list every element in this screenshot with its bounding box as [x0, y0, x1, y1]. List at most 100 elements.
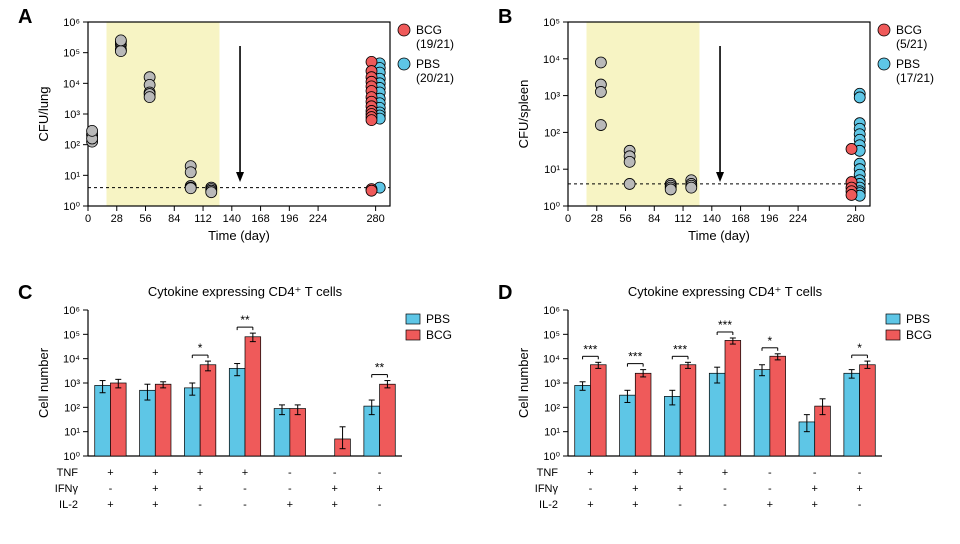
svg-text:***: ***	[628, 350, 642, 364]
svg-text:+: +	[632, 467, 638, 479]
svg-text:0: 0	[85, 213, 91, 225]
svg-text:10³: 10³	[64, 109, 80, 121]
svg-text:Cell number: Cell number	[516, 347, 531, 418]
svg-text:+: +	[856, 483, 862, 495]
svg-text:+: +	[152, 499, 158, 511]
svg-text:-: -	[813, 467, 817, 479]
svg-text:+: +	[767, 499, 773, 511]
svg-text:*: *	[857, 341, 862, 355]
svg-text:-: -	[678, 499, 682, 511]
svg-text:56: 56	[139, 213, 151, 225]
svg-text:280: 280	[846, 213, 864, 225]
svg-text:10³: 10³	[544, 91, 560, 103]
svg-text:-: -	[243, 499, 247, 511]
svg-text:196: 196	[280, 213, 298, 225]
svg-text:10⁰: 10⁰	[543, 451, 560, 463]
svg-text:10³: 10³	[64, 378, 80, 390]
svg-text:10⁵: 10⁵	[63, 329, 80, 341]
svg-text:PBS: PBS	[906, 312, 930, 326]
svg-text:BCG: BCG	[416, 23, 442, 37]
svg-text:+: +	[587, 467, 593, 479]
svg-text:***: ***	[673, 342, 687, 356]
svg-text:-: -	[723, 483, 727, 495]
svg-text:84: 84	[168, 213, 180, 225]
svg-text:+: +	[242, 467, 248, 479]
svg-text:10⁴: 10⁴	[543, 354, 560, 366]
svg-text:+: +	[287, 499, 293, 511]
svg-text:84: 84	[648, 213, 660, 225]
svg-text:10⁰: 10⁰	[543, 201, 560, 213]
svg-text:10²: 10²	[544, 402, 560, 414]
svg-text:+: +	[376, 483, 382, 495]
svg-text:+: +	[197, 467, 203, 479]
svg-text:BCG: BCG	[906, 328, 932, 342]
svg-text:56: 56	[619, 213, 631, 225]
svg-text:+: +	[677, 483, 683, 495]
svg-text:+: +	[107, 467, 113, 479]
svg-text:10⁴: 10⁴	[63, 354, 80, 366]
svg-text:+: +	[632, 499, 638, 511]
panel-a-scatter: 0285684112140168196224280Time (day)10⁰10…	[30, 6, 480, 258]
svg-text:+: +	[152, 467, 158, 479]
svg-text:10¹: 10¹	[544, 427, 560, 439]
svg-text:-: -	[723, 499, 727, 511]
svg-text:+: +	[197, 483, 203, 495]
svg-text:10⁵: 10⁵	[543, 17, 560, 29]
svg-text:112: 112	[194, 213, 212, 225]
svg-text:+: +	[331, 483, 337, 495]
svg-text:-: -	[378, 467, 382, 479]
svg-text:168: 168	[731, 213, 749, 225]
svg-text:-: -	[768, 467, 772, 479]
svg-text:+: +	[107, 499, 113, 511]
svg-text:Cytokine expressing CD4⁺ T cel: Cytokine expressing CD4⁺ T cells	[628, 284, 823, 299]
svg-text:10³: 10³	[544, 378, 560, 390]
svg-text:10²: 10²	[64, 140, 80, 152]
svg-text:196: 196	[760, 213, 778, 225]
svg-text:-: -	[243, 483, 247, 495]
svg-text:(5/21): (5/21)	[896, 37, 927, 51]
svg-text:*: *	[768, 334, 773, 348]
svg-text:224: 224	[789, 213, 807, 225]
panel-d-bars: Cytokine expressing CD4⁺ T cells 10⁰ 10¹ 10…	[510, 280, 960, 540]
svg-text:PBS: PBS	[416, 57, 440, 71]
svg-text:10²: 10²	[64, 402, 80, 414]
svg-text:-: -	[768, 483, 772, 495]
svg-text:Time (day): Time (day)	[688, 228, 750, 243]
svg-text:-: -	[109, 483, 113, 495]
svg-text:*: *	[198, 341, 203, 355]
svg-text:10⁰: 10⁰	[63, 201, 80, 213]
svg-text:280: 280	[366, 213, 384, 225]
panel-c-bars: Cytokine expressing CD4⁺ T cells10⁰10¹10…	[30, 280, 480, 540]
svg-text:140: 140	[223, 213, 241, 225]
svg-text:IL-2: IL-2	[59, 499, 78, 511]
svg-text:10⁵: 10⁵	[543, 329, 560, 341]
svg-text:BCG: BCG	[896, 23, 922, 37]
svg-text:10²: 10²	[544, 127, 560, 139]
svg-text:***: ***	[718, 318, 732, 332]
svg-text:10⁴: 10⁴	[63, 78, 80, 90]
svg-text:TNF: TNF	[537, 467, 559, 479]
panel-b-scatter: 0285684112140168196224280Time (day)10⁰10…	[510, 6, 960, 258]
svg-text:PBS: PBS	[896, 57, 920, 71]
svg-text:10⁶: 10⁶	[63, 17, 80, 29]
svg-text:28: 28	[111, 213, 123, 225]
svg-text:112: 112	[674, 213, 692, 225]
svg-text:+: +	[811, 483, 817, 495]
svg-text:-: -	[858, 467, 862, 479]
svg-text:168: 168	[251, 213, 269, 225]
svg-text:Cytokine expressing CD4⁺ T cel: Cytokine expressing CD4⁺ T cells	[148, 284, 343, 299]
svg-text:CFU/lung: CFU/lung	[36, 87, 51, 142]
svg-text:0: 0	[565, 213, 571, 225]
svg-text:+: +	[811, 499, 817, 511]
svg-text:10¹: 10¹	[64, 427, 80, 439]
svg-text:-: -	[333, 467, 337, 479]
svg-text:10⁵: 10⁵	[63, 48, 80, 60]
svg-text:10¹: 10¹	[544, 164, 560, 176]
svg-text:140: 140	[703, 213, 721, 225]
svg-text:-: -	[288, 483, 292, 495]
svg-text:IL-2: IL-2	[539, 499, 558, 511]
svg-text:**: **	[240, 313, 250, 327]
svg-text:CFU/spleen: CFU/spleen	[516, 80, 531, 149]
svg-text:**: **	[375, 361, 385, 375]
svg-text:-: -	[288, 467, 292, 479]
